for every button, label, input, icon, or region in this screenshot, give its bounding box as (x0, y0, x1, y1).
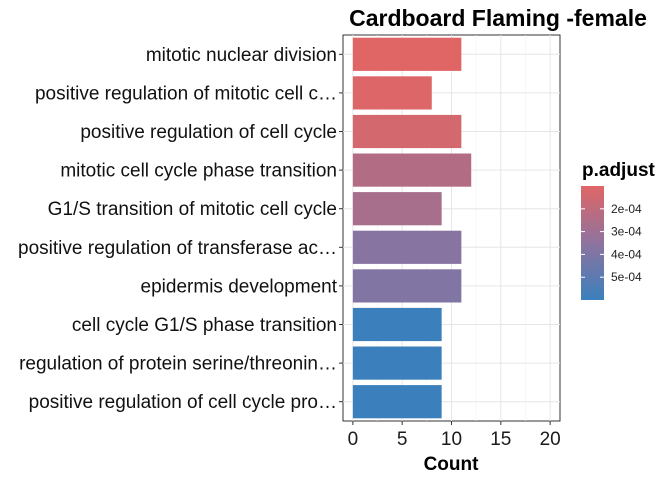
legend-tick-label: 5e-04 (611, 270, 642, 284)
x-tick-label: 20 (540, 429, 561, 450)
legend-tick-label: 3e-04 (611, 225, 642, 239)
bar (352, 192, 442, 226)
plot-panel (342, 34, 561, 422)
x-axis-ticks: 0 5 10 15 20 (348, 421, 561, 450)
x-tick-label: 10 (441, 429, 462, 450)
category-label: epidermis development (141, 276, 338, 297)
bar (352, 153, 472, 187)
category-label: positive regulation of cell cycle pro… (29, 392, 337, 413)
legend-tick-label: 4e-04 (611, 247, 642, 261)
bar (352, 269, 462, 303)
x-axis-label: Count (424, 454, 480, 475)
category-label: cell cycle G1/S phase transition (72, 315, 337, 336)
category-label: G1/S transition of mitotic cell cycle (48, 199, 337, 220)
x-tick-label: 5 (397, 429, 408, 450)
bar (352, 307, 442, 342)
color-legend: p.adjust 2e-04 3e-04 4e-04 5e-04 (581, 160, 656, 300)
x-tick-label: 15 (490, 429, 511, 450)
x-tick-label: 0 (348, 429, 359, 450)
legend-title: p.adjust (582, 160, 656, 181)
category-label: mitotic cell cycle phase transition (60, 161, 337, 182)
bar (352, 385, 442, 419)
category-label: regulation of protein serine/threonin… (19, 354, 337, 375)
legend-ticks: 2e-04 3e-04 4e-04 5e-04 (581, 202, 642, 284)
category-label: positive regulation of transferase ac… (18, 238, 337, 259)
chart-title: Cardboard Flaming -female (349, 5, 647, 31)
bar (352, 230, 462, 264)
category-label: positive regulation of cell cycle (80, 122, 337, 143)
legend-tick-label: 2e-04 (611, 202, 642, 216)
bar (352, 37, 462, 71)
category-label: positive regulation of mitotic cell c… (35, 83, 337, 104)
bars (352, 37, 472, 419)
category-label: mitotic nuclear division (146, 45, 337, 66)
legend-colorbar (581, 186, 604, 300)
bar (352, 76, 432, 110)
bar (352, 346, 442, 380)
category-labels: mitotic nuclear division positive regulat… (18, 45, 343, 413)
bar (352, 114, 462, 149)
